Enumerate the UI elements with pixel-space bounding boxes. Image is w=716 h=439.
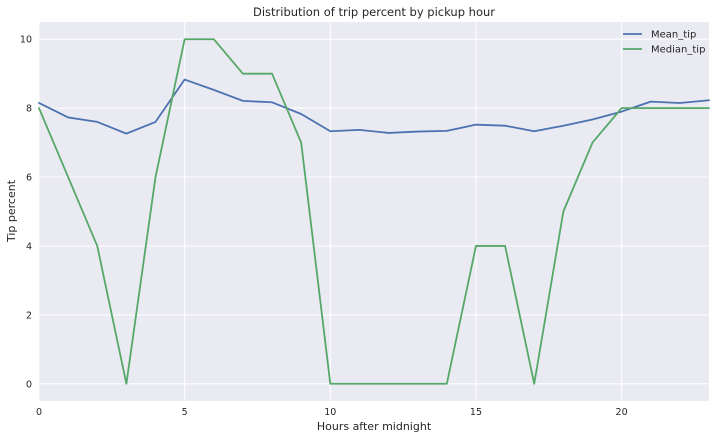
grid-lines [38,22,709,401]
x-tick-label: 5 [182,407,188,418]
chart-title: Distribution of trip percent by pickup h… [253,5,495,19]
plot-area [39,22,709,401]
series-line-median-tip [38,38,710,385]
legend-label: Mean_tip [651,30,696,41]
y-axis-ticks: 0 2 4 6 8 10 [20,35,32,391]
legend-label: Median_tip [651,45,705,56]
y-tick-label: 2 [26,310,32,321]
x-tick-label: 20 [616,407,628,418]
x-tick-label: 0 [36,407,42,418]
x-axis-ticks: 0 5 10 15 20 [36,407,628,418]
series-line-mean-tip [38,78,710,135]
y-tick-label: 8 [26,104,32,115]
x-tick-label: 15 [470,407,482,418]
x-axis-label: Hours after midnight [317,420,432,433]
y-tick-label: 6 [26,173,32,184]
y-tick-label: 0 [26,379,32,390]
y-axis-label: Tip percent [5,179,18,243]
y-tick-label: 10 [20,35,32,46]
legend: Mean_tip Median_tip [623,30,705,56]
series-layer [38,38,710,385]
y-tick-label: 4 [26,241,32,252]
x-tick-label: 10 [324,407,336,418]
